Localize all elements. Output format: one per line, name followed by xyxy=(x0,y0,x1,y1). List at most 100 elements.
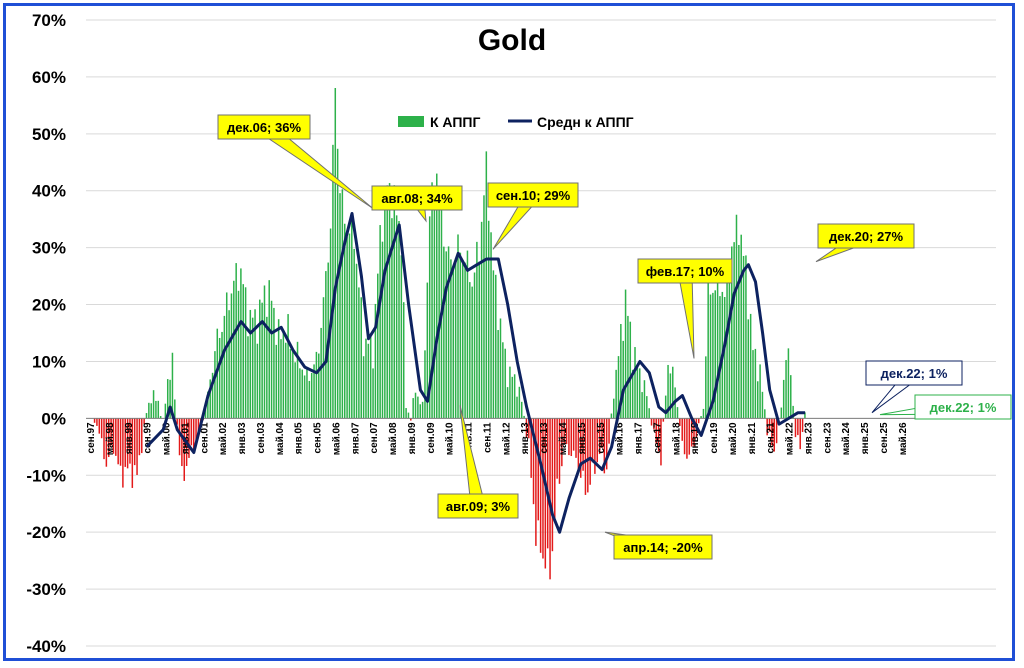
bar xyxy=(523,415,525,419)
bar xyxy=(355,263,358,419)
bar xyxy=(100,418,103,439)
y-tick-label: 20% xyxy=(32,296,66,315)
x-tick-label: сен.97 xyxy=(86,422,97,454)
bar xyxy=(282,330,285,419)
bar xyxy=(773,418,775,452)
bar xyxy=(391,218,393,419)
bar xyxy=(362,356,365,419)
bar xyxy=(752,350,754,419)
x-tick-label: май.16 xyxy=(615,422,626,455)
bar xyxy=(620,323,622,419)
bar xyxy=(103,418,105,460)
legend: К АППГ Средн к АППГ xyxy=(398,114,634,130)
callout-box xyxy=(637,258,733,284)
bar xyxy=(459,252,462,419)
bar xyxy=(627,315,629,419)
bar xyxy=(525,418,528,437)
bar xyxy=(643,380,646,419)
bar xyxy=(499,318,502,419)
y-tick-label: 30% xyxy=(32,239,66,258)
bar xyxy=(568,418,570,456)
bar xyxy=(433,192,436,419)
bar xyxy=(365,338,367,419)
bar xyxy=(306,368,308,419)
callout: дек.22; 1% xyxy=(865,360,963,414)
bar xyxy=(388,183,391,419)
x-tick-label: май.22 xyxy=(785,422,796,455)
callout: авг.08; 34% xyxy=(371,185,463,223)
bar xyxy=(561,418,563,467)
bar xyxy=(570,418,573,457)
bar xyxy=(407,412,410,419)
bar xyxy=(96,418,98,426)
bar xyxy=(735,214,738,419)
bar xyxy=(594,418,596,474)
bar xyxy=(145,413,148,419)
bar xyxy=(358,287,360,419)
callout-box xyxy=(487,182,579,208)
bar xyxy=(443,246,445,419)
x-tick-label: сен.19 xyxy=(709,422,720,454)
bar xyxy=(112,418,115,454)
bar xyxy=(707,277,709,419)
x-tick-label: янв.15 xyxy=(577,422,588,454)
x-tick-label: янв.25 xyxy=(860,422,871,454)
bar xyxy=(294,362,296,419)
bar xyxy=(558,418,561,484)
bar xyxy=(662,418,665,422)
bar xyxy=(143,418,145,425)
bar xyxy=(178,418,181,456)
bar xyxy=(535,418,537,546)
bar xyxy=(136,418,138,475)
bar xyxy=(287,314,289,419)
bar xyxy=(374,303,377,419)
bar xyxy=(738,244,740,419)
bar xyxy=(554,418,556,521)
bar xyxy=(683,418,686,455)
bar xyxy=(775,418,778,444)
bar xyxy=(259,299,261,419)
bar xyxy=(254,309,256,419)
bar xyxy=(223,315,226,419)
bar xyxy=(648,408,650,419)
bar xyxy=(230,293,233,419)
bar xyxy=(613,398,615,419)
bar xyxy=(218,337,221,419)
bar xyxy=(511,376,514,419)
bar xyxy=(686,418,688,459)
x-tick-label: янв.07 xyxy=(350,422,361,454)
x-tick-label: янв.11 xyxy=(464,422,475,454)
bar xyxy=(657,418,660,452)
bar xyxy=(546,418,549,549)
bar xyxy=(650,418,653,426)
bar xyxy=(320,327,322,419)
bar xyxy=(596,418,598,463)
bar xyxy=(771,418,773,446)
bar xyxy=(629,321,632,419)
x-tick-label: сен.01 xyxy=(199,422,210,454)
bar xyxy=(174,399,176,419)
x-tick-label: май.18 xyxy=(671,422,682,455)
bar xyxy=(346,236,348,419)
bar xyxy=(688,418,691,455)
bar xyxy=(768,418,771,432)
bar xyxy=(761,391,764,419)
bar xyxy=(244,287,247,419)
bar xyxy=(372,368,374,419)
x-tick-label: сен.21 xyxy=(766,422,777,454)
bar xyxy=(589,418,591,485)
bar xyxy=(785,360,787,419)
bar xyxy=(263,285,266,419)
bar xyxy=(719,296,721,419)
bar xyxy=(166,379,169,419)
x-tick-label: янв.21 xyxy=(747,422,758,454)
bar xyxy=(192,418,195,453)
bar xyxy=(490,232,492,419)
bar xyxy=(261,302,263,419)
bar xyxy=(530,418,532,478)
bar xyxy=(733,242,735,419)
bar xyxy=(731,246,733,419)
bar xyxy=(190,418,193,446)
callouts: дек.06; 36% авг.08; 34% сен.10; 29% авг.09;… xyxy=(217,114,1012,560)
bar xyxy=(275,344,278,419)
